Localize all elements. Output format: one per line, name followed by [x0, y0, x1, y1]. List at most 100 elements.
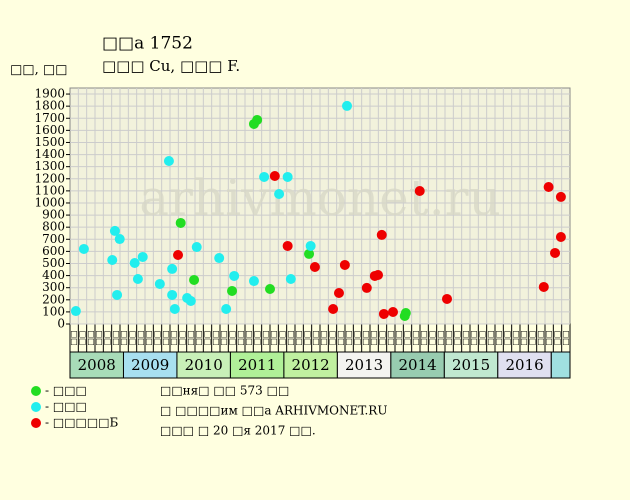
point: [361, 282, 372, 293]
year-label: 2014: [398, 356, 436, 374]
column-label: □□: [236, 330, 245, 345]
point: [285, 273, 296, 284]
point: [189, 274, 200, 285]
point: [305, 240, 316, 251]
column-label: □□: [528, 330, 537, 345]
year-label: 2012: [292, 356, 330, 374]
column-label: □□: [394, 330, 403, 345]
y-tick-label: 1400: [34, 147, 65, 161]
point: [252, 114, 263, 125]
column-label: □□: [103, 330, 112, 345]
y-label: □□, □□: [10, 63, 67, 78]
point: [373, 269, 384, 280]
point: [173, 250, 184, 261]
point: [274, 189, 285, 200]
point: [221, 303, 232, 314]
point: [214, 253, 225, 264]
legend-swatch: [31, 402, 41, 412]
column-label: □□: [328, 330, 337, 345]
column-label: □□: [169, 330, 178, 345]
y-tick-label: 1600: [34, 123, 65, 137]
point: [414, 185, 425, 196]
year-label: 2013: [345, 356, 383, 374]
column-label: □□: [436, 330, 445, 345]
point: [109, 225, 120, 236]
column-label: □□: [261, 330, 270, 345]
point: [282, 171, 293, 182]
year-label: 2016: [505, 356, 543, 374]
point: [167, 263, 178, 274]
legend-label: - □□□: [45, 400, 87, 414]
column-label: □□: [178, 330, 187, 345]
point: [112, 289, 123, 300]
column-label: □□: [144, 330, 153, 345]
point: [169, 303, 180, 314]
chart-title: □□а 1752: [102, 34, 193, 54]
legend-swatch: [31, 386, 41, 396]
year-label: 2010: [185, 356, 223, 374]
point: [550, 247, 561, 258]
column-label: □□: [403, 330, 412, 345]
year-label: 2011: [238, 356, 276, 374]
point: [107, 254, 118, 265]
point: [304, 248, 315, 259]
point: [555, 231, 566, 242]
point: [555, 191, 566, 202]
column-label: □□: [478, 330, 487, 345]
year-band: [283, 351, 338, 379]
year-label: 2008: [78, 356, 116, 374]
point: [132, 273, 143, 284]
point: [154, 278, 165, 289]
y-tick-label: 900: [42, 208, 65, 222]
point: [163, 155, 174, 166]
year-band: [229, 351, 285, 379]
point: [129, 258, 140, 269]
column-label: □□: [211, 330, 220, 345]
point: [265, 284, 275, 295]
y-tick-label: 0: [57, 317, 65, 331]
y-tick-label: 100: [42, 304, 65, 318]
y-tick-label: 1200: [34, 171, 65, 185]
point: [78, 243, 89, 254]
column-label: □□: [344, 330, 353, 345]
point: [70, 306, 81, 317]
column-label: □□: [136, 330, 145, 345]
column-label: □□: [411, 330, 420, 345]
point: [543, 181, 554, 192]
point: [342, 100, 353, 111]
column-label: □□: [469, 330, 478, 345]
column-label: □□: [119, 330, 128, 345]
column-label: □□: [78, 330, 87, 345]
note: □ □□□□им □□а ARHIVMONET.RU: [160, 404, 387, 418]
column-label: □□: [503, 330, 512, 345]
y-tick-label: 400: [42, 268, 65, 282]
y-tick-label: 200: [42, 292, 65, 306]
legend-label: - □□□□□Б: [45, 416, 119, 430]
year-label: 2015: [452, 356, 490, 374]
y-tick-label: 300: [42, 280, 65, 294]
point: [309, 261, 320, 272]
column-label: □□: [519, 330, 528, 345]
column-label: □□: [419, 330, 428, 345]
watermark: arhivmonet.ru: [139, 169, 501, 227]
column-label: □□: [319, 330, 328, 345]
point: [167, 289, 178, 300]
year-band: [443, 351, 499, 379]
point: [387, 307, 398, 318]
column-label: □□: [336, 330, 345, 345]
point: [400, 307, 411, 318]
column-label: □□: [128, 330, 137, 345]
column-label: □□: [461, 330, 470, 345]
point: [442, 293, 453, 304]
chart-subtitle: □□□ Cu, □□□ F.: [102, 57, 240, 75]
point: [175, 217, 186, 228]
column-label: □□: [303, 330, 312, 345]
note: □□□ □ 20 □я 2017 □□.: [160, 424, 316, 438]
column-label: □□: [278, 330, 287, 345]
y-tick-label: 500: [42, 256, 65, 270]
column-label: □□: [286, 330, 295, 345]
legend-label: - □□□: [45, 384, 87, 398]
point: [114, 234, 125, 245]
column-label: □□: [186, 330, 195, 345]
y-tick-label: 600: [42, 244, 65, 258]
